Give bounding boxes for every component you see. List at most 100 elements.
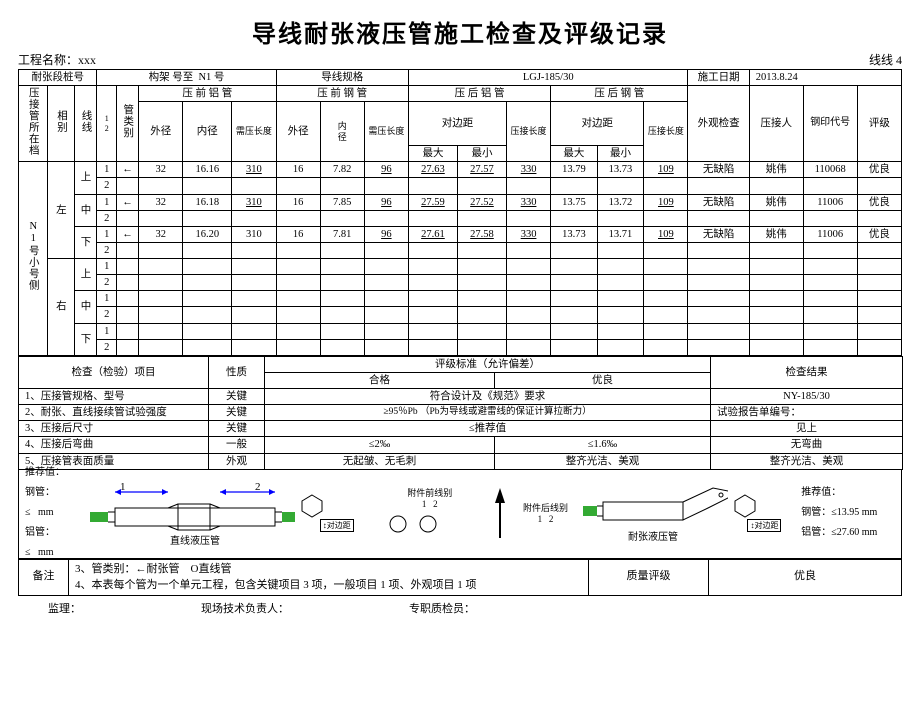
cell: 16	[276, 162, 320, 178]
cell: 7.85	[320, 194, 364, 210]
lbl: 压接人	[749, 86, 803, 162]
cell: 16	[276, 226, 320, 242]
cell: 109	[644, 194, 688, 210]
lbl: 耐张段桩号	[19, 70, 97, 86]
lbl: 最小	[597, 146, 644, 162]
lbl: 质量评级	[589, 559, 709, 595]
cell: 13.72	[597, 194, 644, 210]
cell: 关键	[209, 389, 265, 405]
lbl: 线线	[79, 110, 92, 133]
cell: 优良	[857, 194, 901, 210]
cell: 符合设计及《规范》要求	[265, 389, 711, 405]
note: 4、本表每个管为一个单元工程，包含关键项目 3 项，一般项目 1 项、外观项目 …	[75, 579, 477, 591]
cell: 试验报告单编号：	[711, 405, 903, 421]
cell: 姚伟	[749, 194, 803, 210]
cell: 4、压接后弯曲	[19, 437, 209, 453]
lbl: 对边距	[551, 102, 644, 146]
lbl: 施工日期	[688, 70, 749, 86]
lbl: 压 后 钢 管	[551, 86, 688, 102]
lbl: 下	[75, 226, 97, 258]
lbl: 外径	[276, 102, 320, 162]
cell: 7.82	[320, 162, 364, 178]
line-label: 线线 4	[869, 51, 902, 68]
arrow-up-icon	[485, 483, 513, 543]
lbl: 检查结果	[711, 356, 903, 388]
cell: 关键	[209, 421, 265, 437]
cell: 32	[139, 162, 183, 178]
lbl: 对边距	[327, 521, 351, 530]
cell: ≤推荐值	[265, 421, 711, 437]
proj-label: 工程名称：	[18, 53, 78, 67]
lbl: 压接管所在档	[27, 87, 40, 156]
cell: 无起皱、无毛刺	[265, 453, 495, 469]
cell: 16	[276, 194, 320, 210]
lbl: 评级标准（允许偏差）	[265, 356, 711, 372]
footer-table: 备注 3、管类别：←耐张管 O直线管 4、本表每个管为一个单元工程，包含关键项目 …	[18, 559, 902, 596]
lbl: mm	[38, 547, 54, 558]
cell: 96	[364, 162, 408, 178]
cell: 无缺陷	[688, 162, 749, 178]
cell: 无缺陷	[688, 226, 749, 242]
lbl: 附件前线别	[407, 488, 452, 498]
lbl: 外径	[139, 102, 183, 162]
lbl: 备注	[19, 559, 69, 595]
svg-text:直线液压管: 直线液压管	[170, 534, 220, 547]
lbl: 最大	[408, 146, 457, 162]
cell: 110068	[803, 162, 857, 178]
lbl: 监理：	[48, 600, 81, 616]
lbl: 钢印代号	[810, 117, 850, 128]
cell: 16.16	[183, 162, 232, 178]
svg-text:耐张液压管: 耐张液压管	[628, 530, 678, 543]
lbl: 压 前 铝 管	[139, 86, 276, 102]
cell: 16.20	[183, 226, 232, 242]
lbl: 优良	[495, 372, 711, 388]
cell: 13.75	[551, 194, 598, 210]
lbl: N1 号	[198, 72, 224, 83]
cell: 310	[232, 162, 276, 178]
lbl: 需压长度	[364, 102, 408, 162]
main-table: 耐张段桩号 构架 号至 N1 号 导线规格 LGJ-185/30 施工日期 20…	[18, 69, 902, 356]
header-row: 工程名称：xxx 线线 4	[18, 51, 902, 68]
lbl: 对边距	[754, 521, 778, 530]
row-header-1: 耐张段桩号 构架 号至 N1 号 导线规格 LGJ-185/30 施工日期 20…	[19, 70, 902, 86]
lbl: N1号小号侧	[27, 221, 40, 291]
cell: 姚伟	[749, 162, 803, 178]
lbl: 下	[75, 323, 97, 355]
cell: 1、压接管规格、型号	[19, 389, 209, 405]
lbl: 上	[75, 259, 97, 291]
lbl: 压接长度	[507, 102, 551, 162]
lbl: 评级	[857, 86, 901, 162]
cell: ←	[117, 226, 139, 242]
lbl: 12	[97, 86, 117, 162]
cell: 姚伟	[749, 226, 803, 242]
page-title: 导线耐张液压管施工检查及评级记录	[18, 14, 902, 49]
cell: 13.73	[597, 162, 644, 178]
data-row: 下 1← 3216.20310 167.8196 27.6127.58330 1…	[19, 226, 902, 242]
circles-icon	[378, 509, 458, 539]
cell: ←	[117, 162, 139, 178]
cell: 16.18	[183, 194, 232, 210]
diagram-section: 推荐值： 钢管：≤ mm 铝管：≤ mm 12 直线液压管 ↕对边距 附件前线别…	[18, 470, 902, 559]
lbl: 2	[549, 514, 554, 524]
cell: ≤2‰	[265, 437, 495, 453]
cell: 32	[139, 194, 183, 210]
note: 3、管类别：←耐张管 O直线管	[75, 563, 231, 575]
cell: 3、压接后尺寸	[19, 421, 209, 437]
lbl: 中	[75, 291, 97, 323]
cell: 2、耐张、直线接续管试验强度	[19, 405, 209, 421]
cell: 330	[507, 162, 551, 178]
lbl: 对边距	[408, 102, 506, 146]
cell: ←	[117, 194, 139, 210]
lbl: 1	[538, 514, 543, 524]
lbl: 需压长度	[232, 102, 276, 162]
cell: 96	[364, 194, 408, 210]
lbl: 压 前 钢 管	[276, 86, 408, 102]
cell: 310	[232, 226, 276, 242]
lbl: 钢管：≤13.95 mm	[801, 503, 895, 523]
cell: 330	[507, 226, 551, 242]
data-row: 中 1← 3216.18310 167.8596 27.5927.52330 1…	[19, 194, 902, 210]
row-header-2: 压接管所在档 相别 线线 12 管类别 压 前 铝 管 压 前 钢 管 压 后 …	[19, 86, 902, 102]
lbl: 中	[75, 194, 97, 226]
cell: 310	[232, 194, 276, 210]
cell: 27.52	[457, 194, 506, 210]
